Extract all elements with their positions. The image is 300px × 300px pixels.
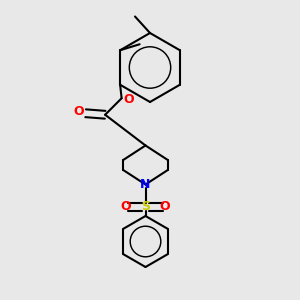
Text: O: O [123,93,134,106]
Text: O: O [160,200,170,214]
Text: S: S [141,200,150,214]
Text: O: O [121,200,131,214]
Text: O: O [74,105,84,118]
Text: N: N [140,178,151,191]
